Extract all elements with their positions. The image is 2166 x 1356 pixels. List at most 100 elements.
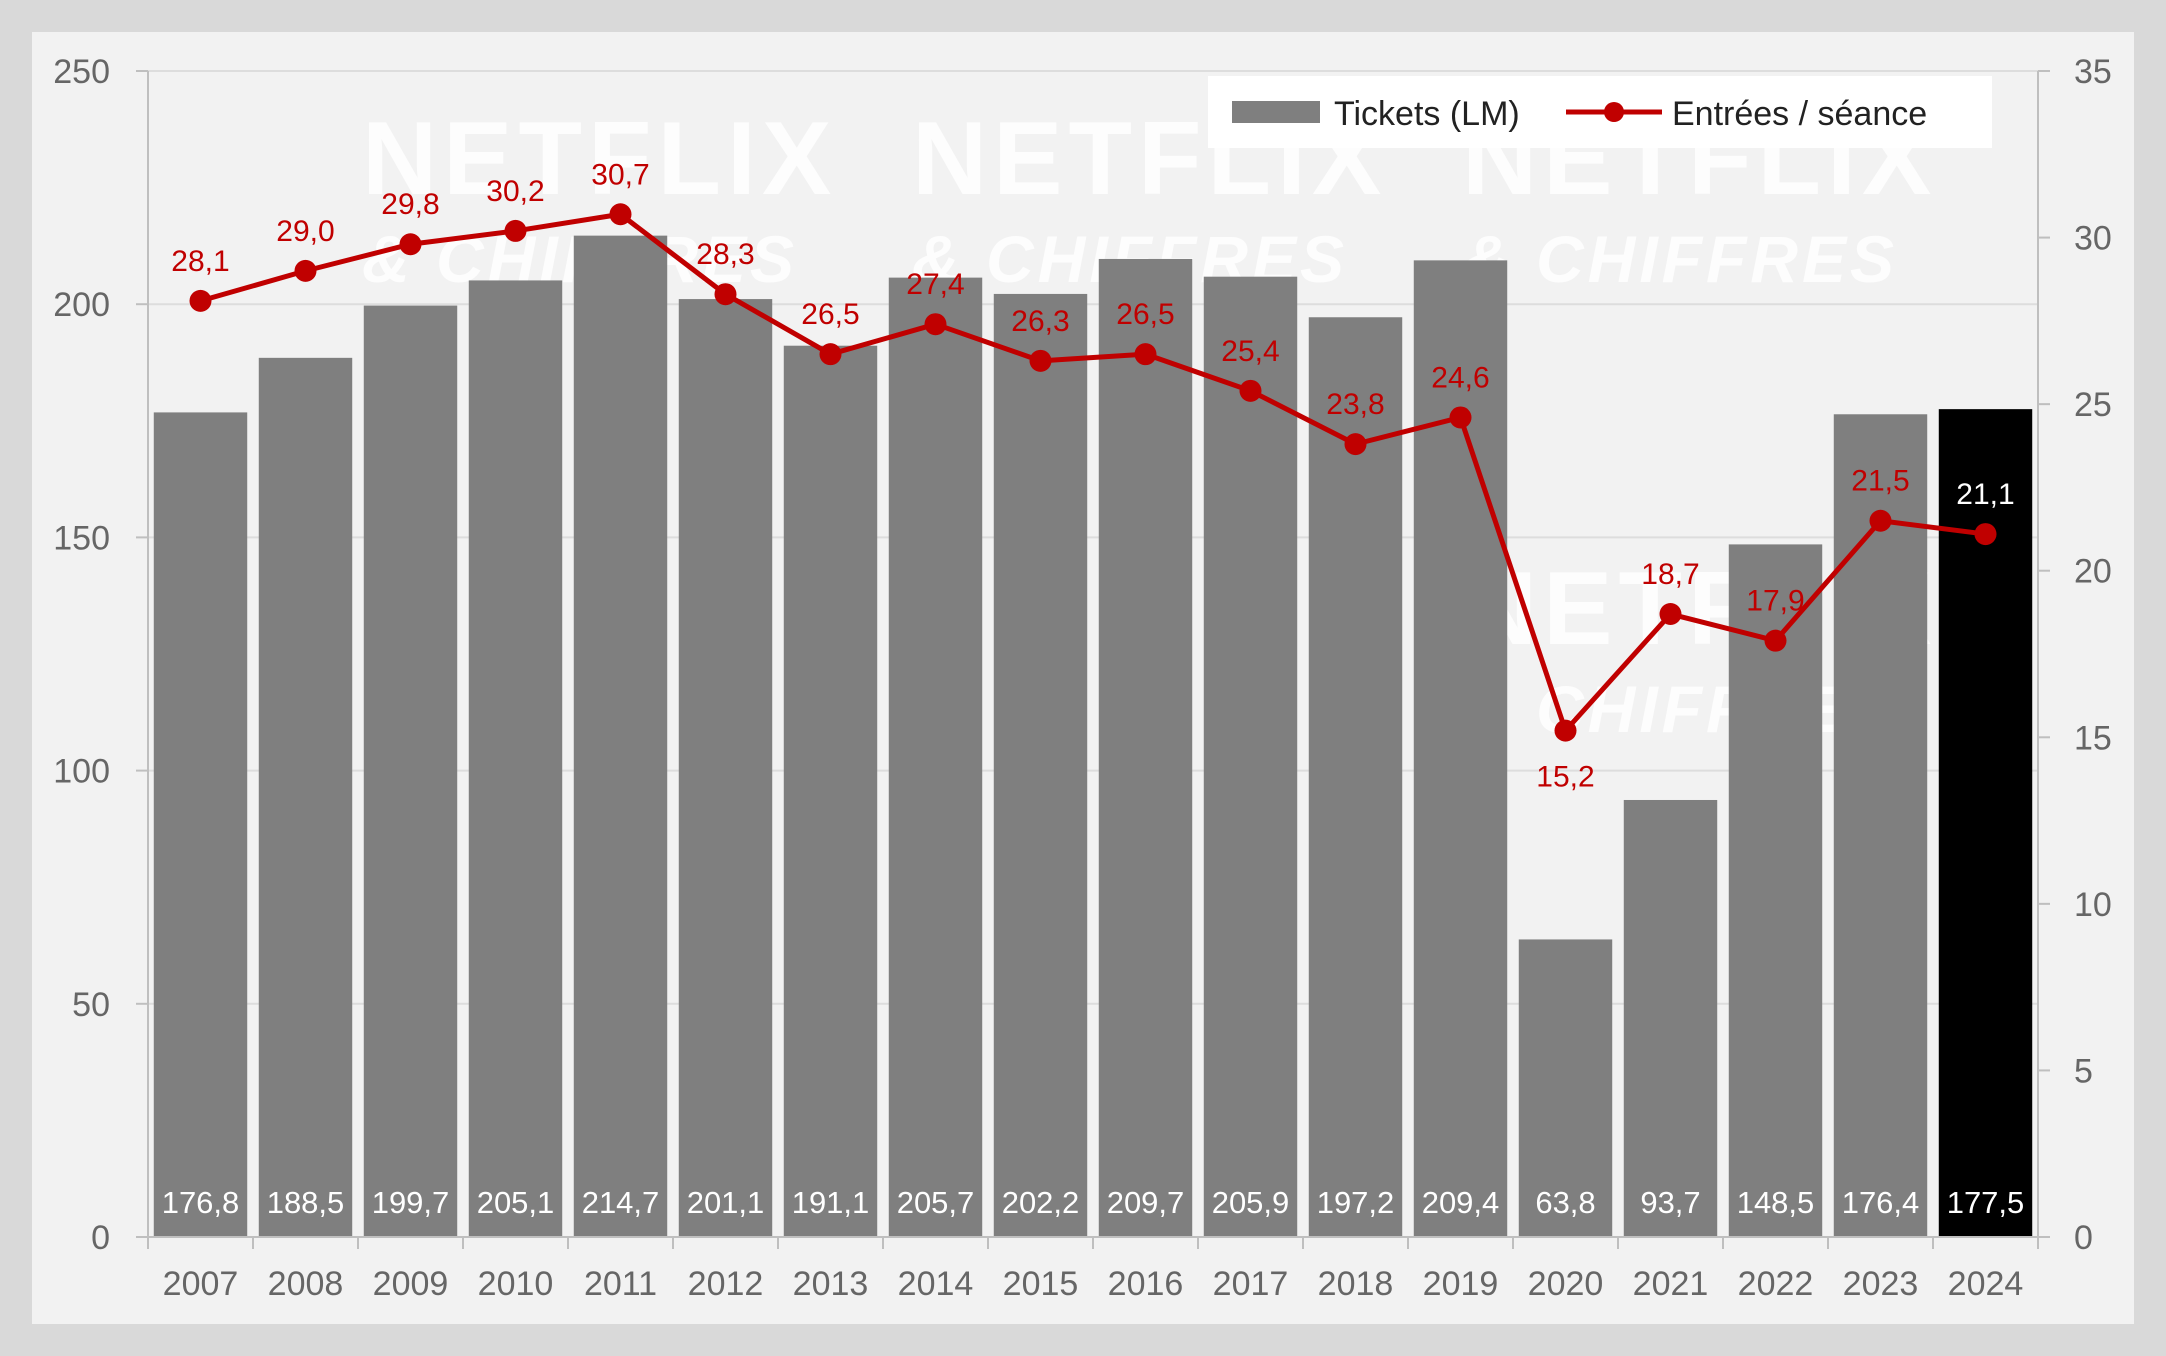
- bar-label-2009: 199,7: [372, 1185, 450, 1220]
- bar-2017: [1203, 276, 1298, 1238]
- bar-2015: [993, 293, 1088, 1237]
- bar-2010: [468, 280, 563, 1238]
- line-point-2007: [189, 289, 212, 312]
- bar-label-2010: 205,1: [477, 1185, 555, 1220]
- x-tick-label-2014: 2014: [898, 1265, 974, 1303]
- line-point-2017: [1239, 379, 1262, 402]
- y-left-tick-label: 0: [91, 1219, 110, 1257]
- bar-label-2017: 205,9: [1212, 1185, 1290, 1220]
- line-point-2015: [1029, 349, 1052, 372]
- legend-bar-swatch: [1232, 101, 1320, 123]
- x-tick-label-2008: 2008: [268, 1265, 344, 1303]
- x-tick-label-2021: 2021: [1633, 1265, 1709, 1303]
- line-label-2007: 28,1: [171, 245, 229, 278]
- bar-label-2021: 93,7: [1640, 1185, 1700, 1220]
- line-label-2013: 26,5: [801, 298, 859, 331]
- line-point-2016: [1134, 343, 1157, 366]
- axes: 0 50 100 150 200 250 0 5 10 15 20 25 30 35 2007 2008 200…: [53, 53, 2112, 1303]
- line-point-2023: [1869, 509, 1892, 532]
- bar-2024: [1938, 409, 2033, 1237]
- line-point-2012: [714, 283, 737, 306]
- bar-2021: [1623, 799, 1718, 1237]
- line-label-2023: 21,5: [1851, 465, 1909, 498]
- line-point-2009: [399, 233, 422, 256]
- x-tick-label-2015: 2015: [1003, 1265, 1079, 1303]
- x-tick-label-2010: 2010: [478, 1265, 554, 1303]
- x-tick-label-2016: 2016: [1108, 1265, 1184, 1303]
- line-label-2018: 23,8: [1326, 388, 1384, 421]
- x-tick-label-2017: 2017: [1213, 1265, 1289, 1303]
- line-label-2008: 29,0: [276, 215, 334, 248]
- y-right-tick-label: 10: [2074, 886, 2112, 924]
- line-label-2020: 15,2: [1536, 761, 1594, 794]
- bar-2020: [1518, 939, 1613, 1237]
- line-point-2024: [1974, 523, 1997, 546]
- x-tick-label-2020: 2020: [1528, 1265, 1604, 1303]
- line-label-2009: 29,8: [381, 188, 439, 221]
- bar-2011: [573, 235, 668, 1237]
- line-point-2022: [1764, 629, 1787, 652]
- line-label-2019: 24,6: [1431, 361, 1489, 394]
- bar-2016: [1098, 258, 1193, 1237]
- x-tick-label-2023: 2023: [1843, 1265, 1919, 1303]
- bar-label-2015: 202,2: [1002, 1185, 1080, 1220]
- line-path: [199, 211, 1986, 734]
- line-label-2012: 28,3: [696, 238, 754, 271]
- bar-2013: [783, 345, 878, 1237]
- bar-series: 176,8 188,5 199,7 205,1 214,7 201,1 191,1 205,7…: [153, 235, 2033, 1238]
- y-left-tick-label: 50: [72, 986, 110, 1024]
- line-label-2016: 26,5: [1116, 298, 1174, 331]
- bar-label-2014: 205,7: [897, 1185, 975, 1220]
- legend-line-marker: [1604, 102, 1624, 122]
- bar-2009: [363, 305, 458, 1237]
- bar-label-2016: 209,7: [1107, 1185, 1185, 1220]
- bar-2007: [153, 412, 248, 1237]
- line-point-2014: [924, 313, 947, 336]
- line-point-2019: [1449, 406, 1472, 429]
- bar-2012: [678, 299, 773, 1238]
- bar-2022: [1728, 544, 1823, 1237]
- watermark-subtitle: & CHIFFRES: [1462, 672, 1898, 746]
- y-left-tick-label: 250: [53, 53, 110, 91]
- line-series: 28,1 29,0 29,8 30,2 30,7 28,3 26,5 27,4 26,3 26,5…: [171, 158, 2014, 793]
- line-point-2013: [819, 343, 842, 366]
- bar-label-2022: 148,5: [1737, 1185, 1815, 1220]
- line-label-2022: 17,9: [1746, 585, 1804, 618]
- y-right-tick-label: 30: [2074, 220, 2112, 258]
- bar-label-2023: 176,4: [1842, 1185, 1920, 1220]
- x-tick-label-2022: 2022: [1738, 1265, 1814, 1303]
- x-tick-label-2009: 2009: [373, 1265, 449, 1303]
- y-left-tick-label: 100: [53, 753, 110, 791]
- bar-label-2024: 177,5: [1947, 1185, 2025, 1220]
- bar-label-2018: 197,2: [1317, 1185, 1395, 1220]
- bar-label-2012: 201,1: [687, 1185, 765, 1220]
- line-label-2011: 30,7: [591, 158, 649, 191]
- bar-2008: [258, 357, 353, 1237]
- bar-label-2011: 214,7: [582, 1185, 660, 1220]
- line-point-2010: [504, 219, 527, 242]
- x-tick-label-2007: 2007: [163, 1265, 239, 1303]
- y-right-tick-label: 0: [2074, 1219, 2093, 1257]
- y-left-tick-label: 150: [53, 519, 110, 557]
- bar-2018: [1308, 317, 1403, 1238]
- line-point-2021: [1659, 603, 1682, 626]
- bar-label-2008: 188,5: [267, 1185, 345, 1220]
- watermark-title: NETFLIX: [362, 101, 837, 217]
- line-point-2020: [1554, 719, 1577, 742]
- line-label-2017: 25,4: [1221, 335, 1279, 368]
- legend-label-entrees: Entrées / séance: [1672, 95, 1927, 133]
- legend-label-tickets: Tickets (LM): [1334, 95, 1520, 133]
- x-tick-label-2011: 2011: [584, 1265, 657, 1303]
- bar-label-2020: 63,8: [1535, 1185, 1595, 1220]
- x-tick-label-2012: 2012: [688, 1265, 764, 1303]
- line-label-2014: 27,4: [906, 268, 964, 301]
- y-right-tick-label: 5: [2074, 1052, 2093, 1090]
- x-tick-label-2019: 2019: [1423, 1265, 1499, 1303]
- bar-label-2019: 209,4: [1422, 1185, 1500, 1220]
- x-tick-label-2024: 2024: [1948, 1265, 2024, 1303]
- x-tick-label-2018: 2018: [1318, 1265, 1394, 1303]
- line-label-2024: 21,1: [1956, 478, 2014, 511]
- y-right-tick-label: 25: [2074, 386, 2112, 424]
